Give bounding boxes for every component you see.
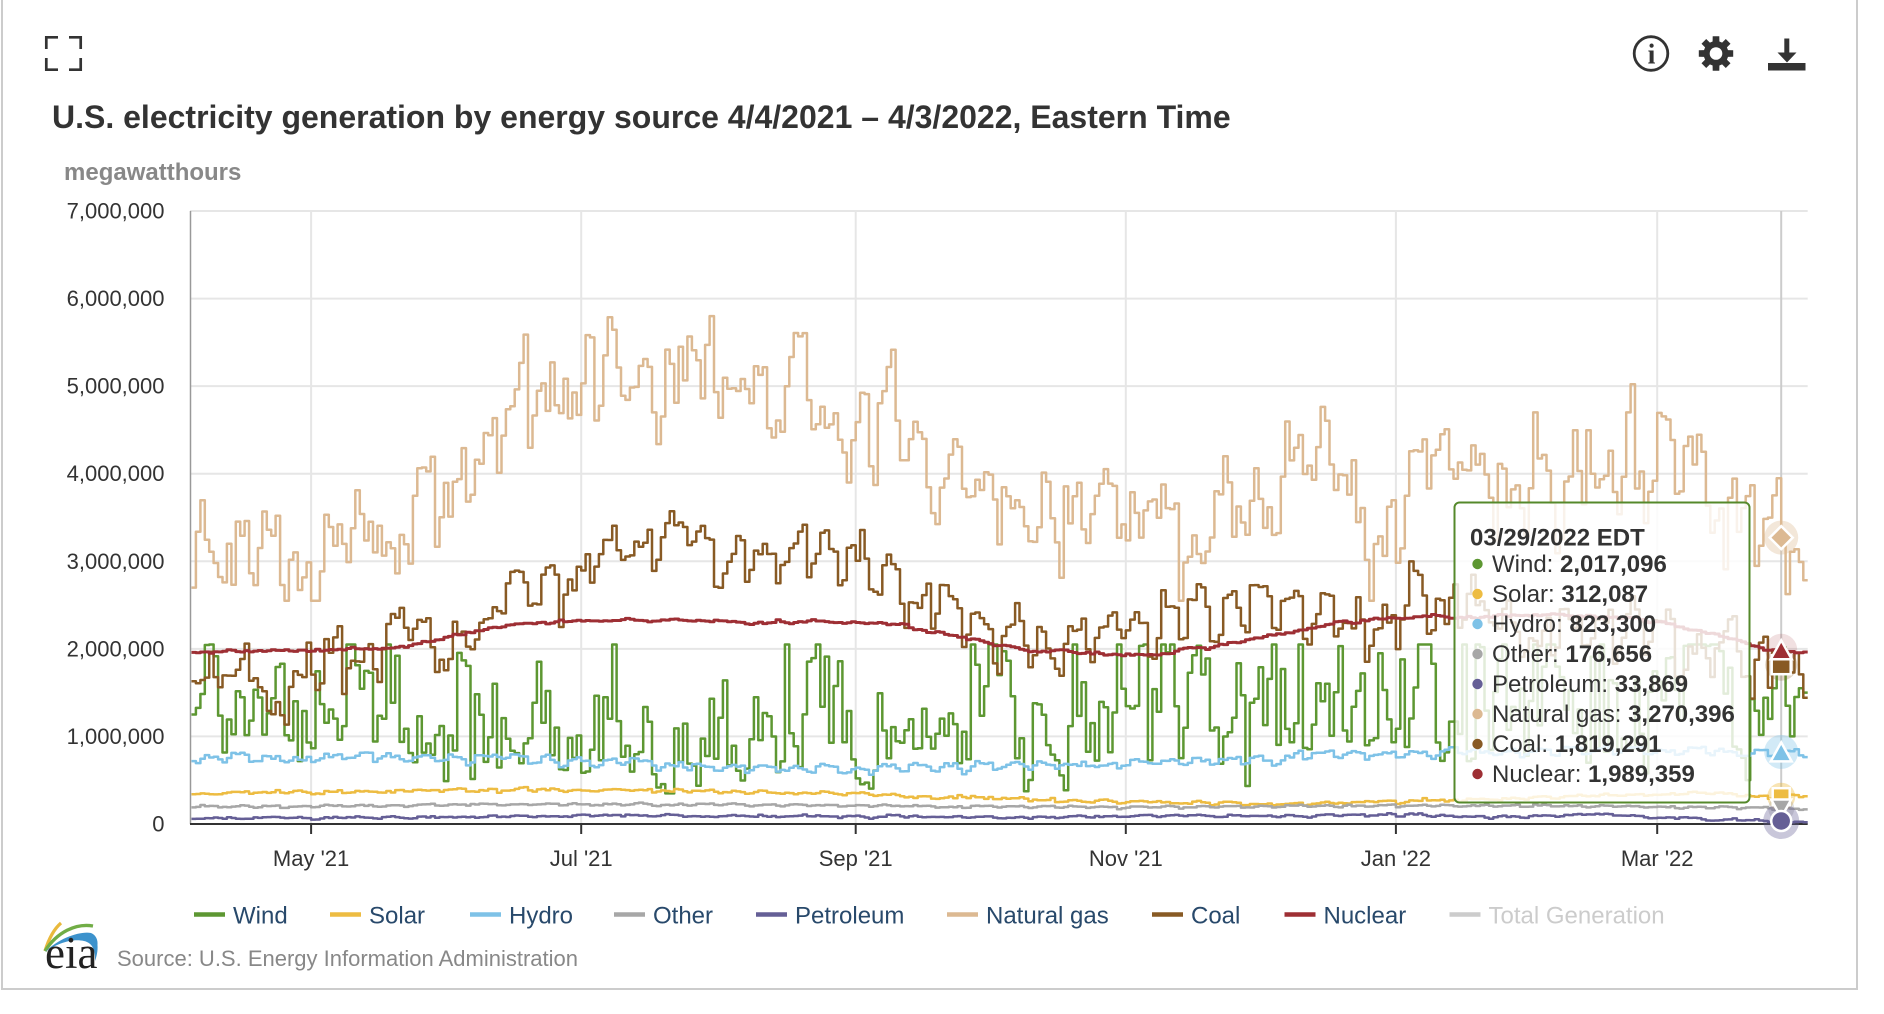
svg-text:Coal: Coal	[1191, 903, 1240, 930]
svg-text:Source: U.S. Energy Informatio: Source: U.S. Energy Information Administ…	[117, 946, 578, 971]
svg-text:Jan '22: Jan '22	[1361, 846, 1431, 871]
svg-text:1,000,000: 1,000,000	[67, 724, 165, 749]
svg-text:2,000,000: 2,000,000	[67, 636, 165, 661]
svg-text:Natural gas: Natural gas	[986, 903, 1109, 930]
svg-text:Nuclear: Nuclear	[1324, 903, 1407, 930]
svg-text:Hydro: 823,300: Hydro: 823,300	[1492, 611, 1656, 638]
svg-text:Hydro: Hydro	[509, 903, 573, 930]
svg-text:May '21: May '21	[273, 846, 349, 871]
svg-text:Mar '22: Mar '22	[1621, 846, 1694, 871]
svg-text:Wind: 2,017,096: Wind: 2,017,096	[1492, 551, 1667, 578]
svg-text:i: i	[1648, 40, 1656, 71]
svg-text:Nuclear: 1,989,359: Nuclear: 1,989,359	[1492, 761, 1695, 788]
svg-text:7,000,000: 7,000,000	[67, 199, 165, 224]
svg-text:Total Generation: Total Generation	[1489, 903, 1665, 930]
svg-text:Wind: Wind	[233, 903, 288, 930]
svg-text:Coal: 1,819,291: Coal: 1,819,291	[1492, 731, 1661, 758]
svg-text:6,000,000: 6,000,000	[67, 286, 165, 311]
svg-text:U.S. electricity generation by: U.S. electricity generation by energy so…	[52, 99, 1231, 135]
svg-text:megawatthours: megawatthours	[64, 159, 241, 186]
svg-text:Solar: 312,087: Solar: 312,087	[1492, 581, 1648, 608]
svg-text:Nov '21: Nov '21	[1089, 846, 1163, 871]
svg-text:eia: eia	[45, 928, 97, 978]
svg-text:0: 0	[152, 812, 164, 837]
svg-text:Other: 176,656: Other: 176,656	[1492, 641, 1652, 668]
svg-text:03/29/2022 EDT: 03/29/2022 EDT	[1470, 525, 1645, 552]
svg-text:Solar: Solar	[369, 903, 425, 930]
svg-text:Petroleum: Petroleum	[795, 903, 904, 930]
svg-text:5,000,000: 5,000,000	[67, 374, 165, 399]
svg-text:4,000,000: 4,000,000	[67, 461, 165, 486]
svg-text:Jul '21: Jul '21	[550, 846, 613, 871]
svg-text:Other: Other	[653, 903, 713, 930]
svg-text:Petroleum: 33,869: Petroleum: 33,869	[1492, 671, 1688, 698]
svg-text:Sep '21: Sep '21	[819, 846, 893, 871]
svg-text:Natural gas: 3,270,396: Natural gas: 3,270,396	[1492, 701, 1735, 728]
svg-text:3,000,000: 3,000,000	[67, 549, 165, 574]
